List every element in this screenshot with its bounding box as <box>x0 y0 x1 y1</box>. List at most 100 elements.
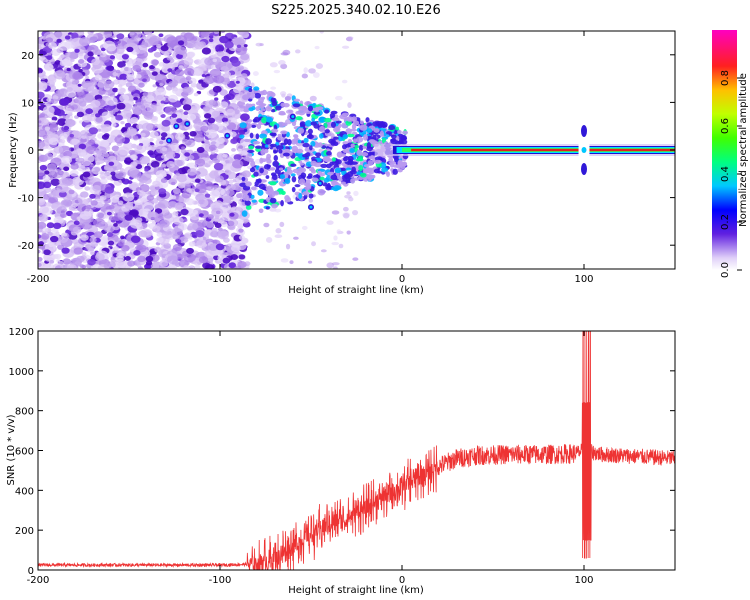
spectrogram-cell <box>364 174 373 179</box>
spectrogram-cell <box>61 177 74 186</box>
spectrogram-cell <box>161 163 167 168</box>
spectrogram-cell <box>103 262 112 269</box>
spectrogram-cell <box>335 120 342 124</box>
spectrogram-cell <box>50 178 61 187</box>
spectrogram-cell <box>230 254 239 261</box>
spectrogram-cell <box>79 130 88 137</box>
spectrogram-cell <box>130 232 135 236</box>
spectrogram-cell <box>388 125 396 131</box>
spectrogram-cell <box>46 55 53 60</box>
spectrogram-cell <box>38 249 41 254</box>
spectrogram-cell <box>106 211 112 216</box>
spectrogram-cell <box>237 260 247 269</box>
spectrogram-cell <box>194 264 201 269</box>
spectrogram-cell <box>86 244 95 251</box>
spectrogram-cell <box>169 142 181 152</box>
spectrogram-cell <box>333 136 339 140</box>
spectrogram-cell <box>243 138 251 143</box>
spectrogram-cell <box>55 109 65 117</box>
spectrogram-cell <box>48 42 57 49</box>
spectrogram-cell <box>114 135 126 144</box>
spectrogram-cell <box>326 182 331 190</box>
spectrogram-cell <box>112 31 120 35</box>
spectrogram-cell <box>145 94 155 103</box>
spectrogram-cell <box>87 258 96 266</box>
spectrogram-cell <box>310 121 318 126</box>
spectrogram-cell <box>77 157 85 164</box>
spectrogram-cell <box>181 146 186 150</box>
spectrogram-cell <box>142 67 147 71</box>
spectrogram-cell <box>117 79 127 86</box>
spectrogram-cell <box>183 265 189 269</box>
spectrogram-cell <box>318 116 326 123</box>
spectrogram-cell <box>259 157 264 164</box>
spectrogram-cell <box>317 170 322 176</box>
spectrogram-cell <box>201 47 212 55</box>
spectrogram-cell <box>265 175 270 179</box>
spectrogram-cell <box>193 134 205 143</box>
spectrogram-cell <box>340 153 347 157</box>
spectrogram-cell <box>191 209 199 215</box>
spectrogram-cell <box>38 140 46 149</box>
spectrogram-cell <box>167 68 173 73</box>
spectrogram-cell <box>237 31 249 36</box>
spectrogram-cell <box>38 221 47 230</box>
snr-x-tick-label: 100 <box>574 575 593 586</box>
spectrogram-cell <box>183 111 189 116</box>
spectrogram-cell <box>163 51 170 57</box>
spectrogram-cell <box>38 105 42 110</box>
spectrogram-cell <box>349 148 355 153</box>
spectrogram-cell <box>198 213 204 218</box>
spectrogram-cell <box>55 231 60 235</box>
spectrogram-cell <box>290 163 297 167</box>
spectrogram-cell <box>41 50 47 55</box>
spectrogram-cell <box>38 227 43 233</box>
spectrogram-cell <box>319 125 326 133</box>
spectrogram-cell <box>298 192 303 199</box>
spectrogram-cell <box>160 100 165 104</box>
spectrogram-cell <box>137 189 145 196</box>
spectrogram-cell <box>160 113 166 118</box>
spectrogram-cell <box>237 65 244 71</box>
spectrogram-cell <box>231 159 244 169</box>
spectrogram-cell <box>48 192 54 197</box>
spectrogram-cell <box>177 40 185 46</box>
spectrogram-y-tick-label: 20 <box>21 51 34 62</box>
spectrogram-cell <box>82 82 95 92</box>
snr-y-tick-label: 400 <box>15 486 34 497</box>
spectrogram-cell <box>228 262 237 269</box>
spectrogram-cell <box>250 186 257 191</box>
spectrogram-cell <box>63 166 70 172</box>
spectrogram-cell <box>38 81 48 90</box>
spectrogram-cell <box>147 91 153 96</box>
spectrogram-cell <box>148 37 159 46</box>
spectrogram-cell <box>38 55 46 61</box>
spectrogram-cell <box>53 146 64 154</box>
spectrogram-cell <box>103 80 115 89</box>
spectrogram-cell <box>81 159 92 167</box>
spectrogram-cell <box>310 140 316 147</box>
spectrogram-cell <box>400 139 408 145</box>
spectrogram-cell <box>324 109 330 114</box>
spectrogram-cell <box>236 207 242 212</box>
spectrogram-cell <box>78 92 86 99</box>
spectrogram-cell <box>87 51 94 57</box>
spectrogram-cell <box>256 123 262 130</box>
spectrogram-cell <box>246 123 252 129</box>
spectrogram-cell <box>176 118 183 123</box>
spectrogram-cell <box>289 260 294 265</box>
spectrogram-cell <box>120 235 125 240</box>
spectrogram-cell <box>305 152 311 157</box>
spectrogram-cell <box>331 241 340 246</box>
spectrogram-cell <box>265 105 273 112</box>
spectrogram-cell <box>247 149 255 154</box>
spectrogram-cell <box>111 145 120 152</box>
spectrogram-cell <box>228 179 234 184</box>
spectrogram-cell <box>64 35 71 40</box>
spectrogram-cell <box>243 156 251 161</box>
spectrogram-cell <box>279 91 287 96</box>
colorbar-tick-label: 0.0 <box>720 262 731 278</box>
spectrogram-cell <box>106 65 115 72</box>
spectrogram-cell <box>184 39 197 49</box>
spectrogram-cell <box>189 212 200 221</box>
